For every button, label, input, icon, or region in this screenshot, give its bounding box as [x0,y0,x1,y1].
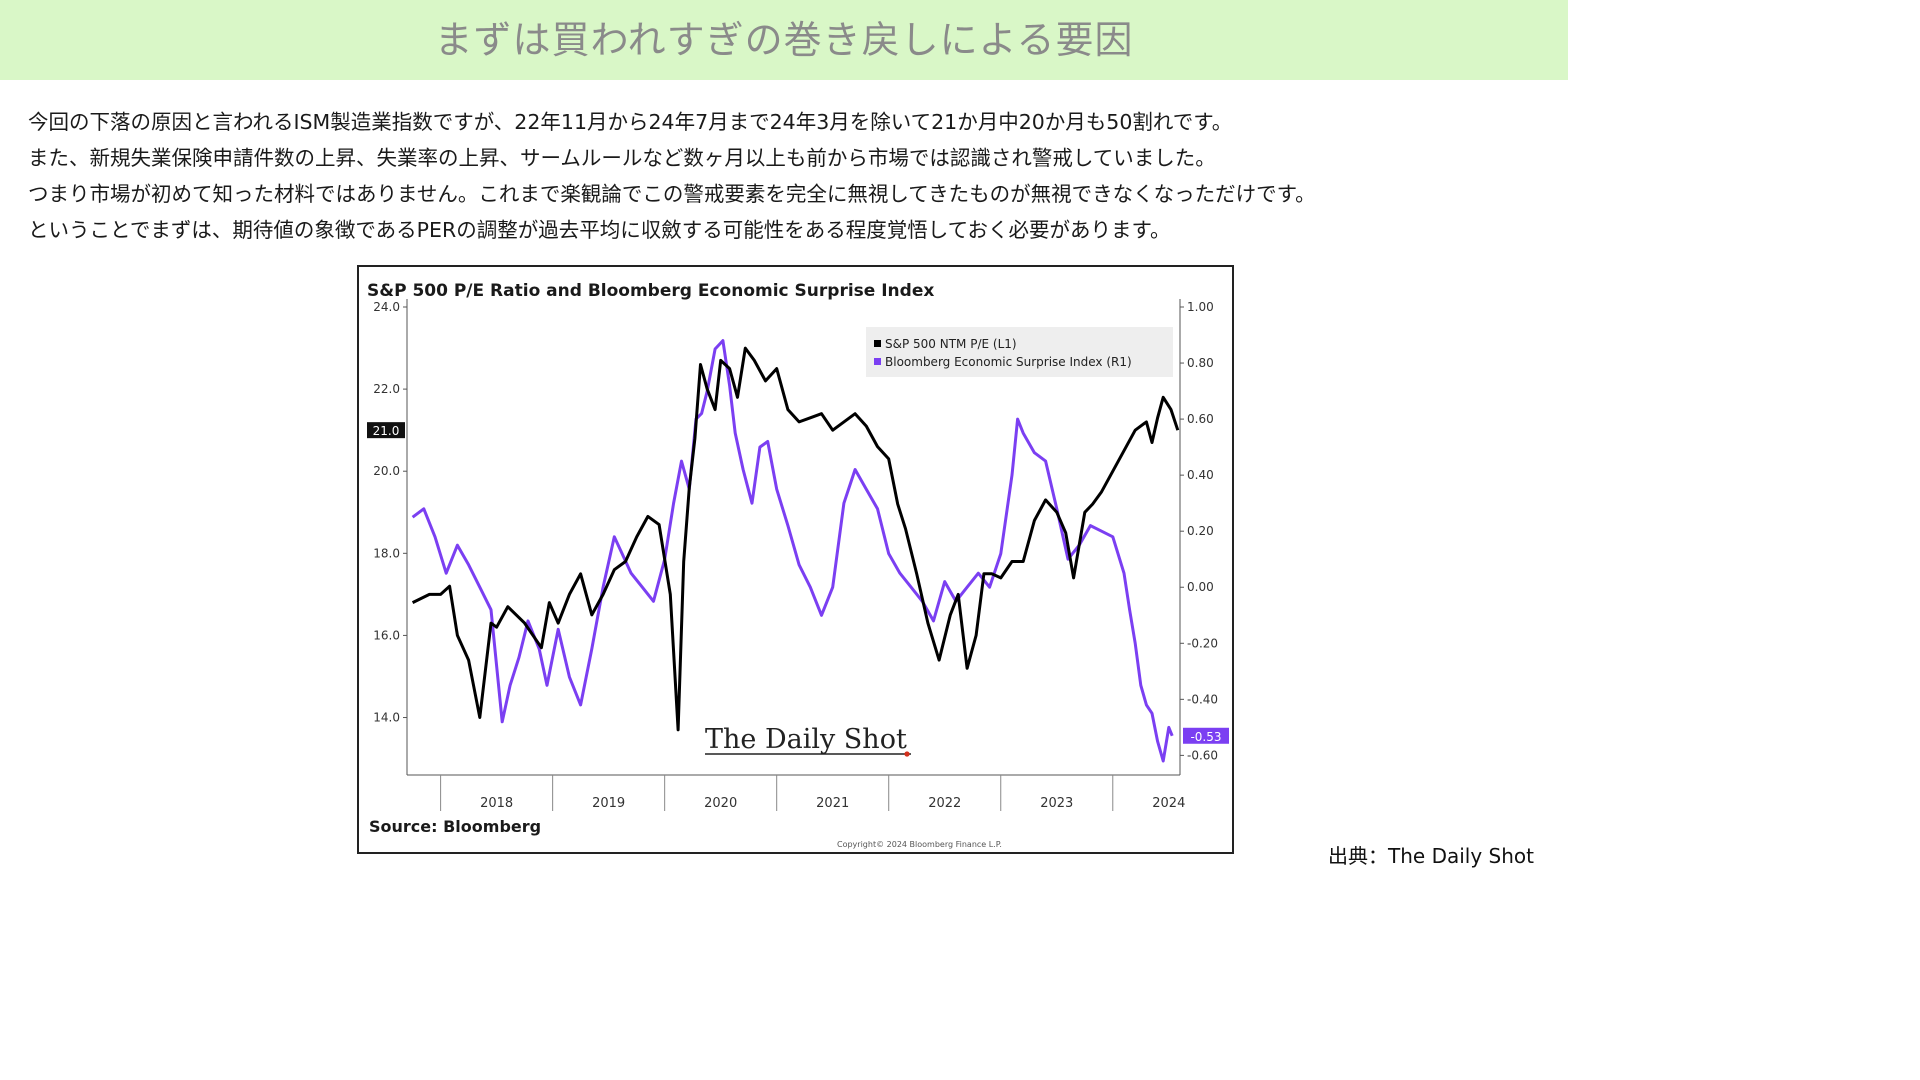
y-right-tick-label-1: 0.80 [1187,356,1214,370]
y-right-tick-label-3: 0.40 [1187,468,1214,482]
pe-line [411,346,1180,732]
legend-swatch-esi [874,358,881,365]
body-line-1: 今回の下落の原因と言われるISM製造業指数ですが、22年11月から24年7月まで… [28,110,1233,134]
left-value-badge [367,422,405,439]
x-tick-label-4: 2022 [928,796,961,811]
y-left-tick-label-0: 24.0 [373,300,400,314]
left-value-badge-label: 21.0 [373,424,400,438]
watermark: The Daily Shot [705,724,911,757]
body-line-4: ということでまずは、期待値の象徴であるPERの調整が過去平均に収斂する可能性をあ… [28,218,1171,242]
y-left-tick-label-1: 22.0 [373,382,400,396]
body-line-2: また、新規失業保険申請件数の上昇、失業率の上昇、サームルールなど数ヶ月以上も前か… [28,146,1216,170]
x-tick-label-0: 2018 [480,796,513,811]
source-caption: 出典：The Daily Shot [1328,844,1534,868]
right-value-badge [1183,727,1229,744]
legend-box [866,327,1173,377]
legend-label-pe: S&P 500 NTM P/E (L1) [885,337,1017,351]
y-left-tick-label-2: 20.0 [373,464,400,478]
y-right-tick-label-2: 0.60 [1187,412,1214,426]
y-right-tick-label-4: 0.20 [1187,524,1214,538]
y-right-tick-label-0: 1.00 [1187,300,1214,314]
y-right-tick-label-7: -0.40 [1187,692,1218,706]
chart-frame: S&P 500 P/E Ratio and Bloomberg Economic… [357,265,1234,854]
legend-label-esi: Bloomberg Economic Surprise Index (R1) [885,355,1132,369]
chart-title: S&P 500 P/E Ratio and Bloomberg Economic… [367,281,934,301]
chart-source: Source: Bloomberg [369,817,541,836]
x-tick-label-2: 2020 [704,796,737,811]
y-right-tick-label-6: -0.20 [1187,636,1218,650]
y-right-tick-label-5: 0.00 [1187,580,1214,594]
watermark-text: The Daily Shot [705,724,907,755]
y-left-tick-label-3: 18.0 [373,546,400,560]
x-tick-label-6: 2024 [1152,796,1185,811]
pe-surprise-chart: S&P 500 P/E Ratio and Bloomberg Economic… [367,281,1229,849]
y-left-tick-label-4: 16.0 [373,628,400,642]
right-value-badge-label: -0.53 [1190,730,1221,744]
watermark-dot [904,751,910,757]
chart-copyright: Copyright© 2024 Bloomberg Finance L.P. [837,840,1002,849]
title-bar: まずは買われすぎの巻き戻しによる要因 [0,0,1568,80]
body-text: 今回の下落の原因と言われるISM製造業指数ですが、22年11月から24年7月まで… [28,104,1558,248]
x-tick-label-1: 2019 [592,796,625,811]
y-left-tick-label-5: 14.0 [373,711,400,725]
x-tick-label-5: 2023 [1040,796,1073,811]
body-line-3: つまり市場が初めて知った材料ではありません。これまで楽観論でこの警戒要素を完全に… [28,182,1316,206]
legend: S&P 500 NTM P/E (L1) Bloomberg Economic … [866,327,1173,377]
page-title: まずは買われすぎの巻き戻しによる要因 [434,18,1134,62]
x-tick-label-3: 2021 [816,796,849,811]
surprise-index-line [411,339,1174,763]
y-right-tick-label-8: -0.60 [1187,748,1218,762]
legend-swatch-pe [874,340,881,347]
